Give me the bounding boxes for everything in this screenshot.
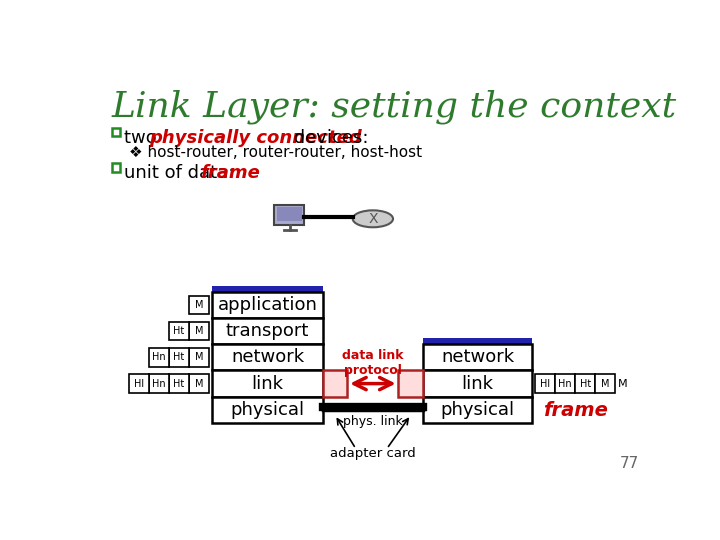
- Bar: [149, 374, 169, 393]
- Text: M: M: [195, 379, 204, 389]
- Bar: [398, 370, 423, 397]
- Bar: [423, 345, 532, 370]
- Bar: [169, 348, 189, 367]
- Bar: [212, 397, 323, 423]
- Bar: [212, 292, 323, 318]
- Bar: [212, 318, 323, 345]
- Bar: [212, 286, 323, 292]
- Text: network: network: [441, 348, 514, 367]
- Text: adapter card: adapter card: [330, 447, 415, 460]
- Bar: [212, 345, 323, 370]
- Text: M: M: [601, 379, 610, 389]
- Text: M: M: [195, 326, 204, 336]
- Bar: [189, 322, 210, 340]
- Text: link: link: [462, 375, 493, 393]
- Bar: [112, 164, 120, 172]
- Bar: [423, 370, 532, 397]
- Text: X: X: [368, 212, 377, 226]
- Text: Hl: Hl: [134, 379, 144, 389]
- Text: 77: 77: [619, 456, 639, 471]
- Text: application: application: [217, 296, 318, 314]
- Text: M: M: [195, 300, 204, 310]
- Text: frame: frame: [543, 401, 608, 420]
- Bar: [189, 348, 210, 367]
- Bar: [535, 374, 555, 393]
- Text: physical: physical: [230, 401, 305, 418]
- Text: Ht: Ht: [174, 326, 185, 336]
- Bar: [323, 370, 347, 397]
- Text: physical: physical: [441, 401, 515, 418]
- Text: network: network: [231, 348, 304, 367]
- Text: link: link: [251, 375, 284, 393]
- Text: Hn: Hn: [558, 379, 572, 389]
- Bar: [575, 374, 595, 393]
- Text: transport: transport: [226, 322, 309, 340]
- Text: two: two: [124, 129, 163, 147]
- Bar: [169, 322, 189, 340]
- Ellipse shape: [353, 210, 393, 227]
- Bar: [555, 374, 575, 393]
- Text: devices:: devices:: [289, 129, 369, 147]
- Text: phys. link: phys. link: [343, 415, 402, 428]
- Text: Hl: Hl: [540, 379, 550, 389]
- Bar: [212, 370, 323, 397]
- Bar: [112, 128, 120, 137]
- Text: ❖ host-router, router-router, host-host: ❖ host-router, router-router, host-host: [129, 145, 422, 160]
- Text: Hn: Hn: [152, 379, 166, 389]
- Text: physically connected: physically connected: [149, 129, 361, 147]
- Bar: [274, 205, 304, 225]
- Bar: [423, 397, 532, 423]
- Text: frame: frame: [200, 164, 260, 182]
- Text: Ht: Ht: [580, 379, 591, 389]
- Text: Ht: Ht: [174, 353, 185, 362]
- Bar: [276, 207, 302, 221]
- Bar: [169, 374, 189, 393]
- Text: data link
protocol: data link protocol: [342, 349, 404, 377]
- Bar: [423, 338, 532, 345]
- Bar: [595, 374, 616, 393]
- Text: unit of data:: unit of data:: [124, 164, 240, 182]
- Text: Hn: Hn: [152, 353, 166, 362]
- Bar: [189, 296, 210, 314]
- Bar: [149, 348, 169, 367]
- Text: M: M: [195, 353, 204, 362]
- Bar: [129, 374, 149, 393]
- Text: Link Layer: setting the context: Link Layer: setting the context: [112, 90, 677, 124]
- Text: M: M: [618, 379, 627, 389]
- Bar: [189, 374, 210, 393]
- Text: Ht: Ht: [174, 379, 185, 389]
